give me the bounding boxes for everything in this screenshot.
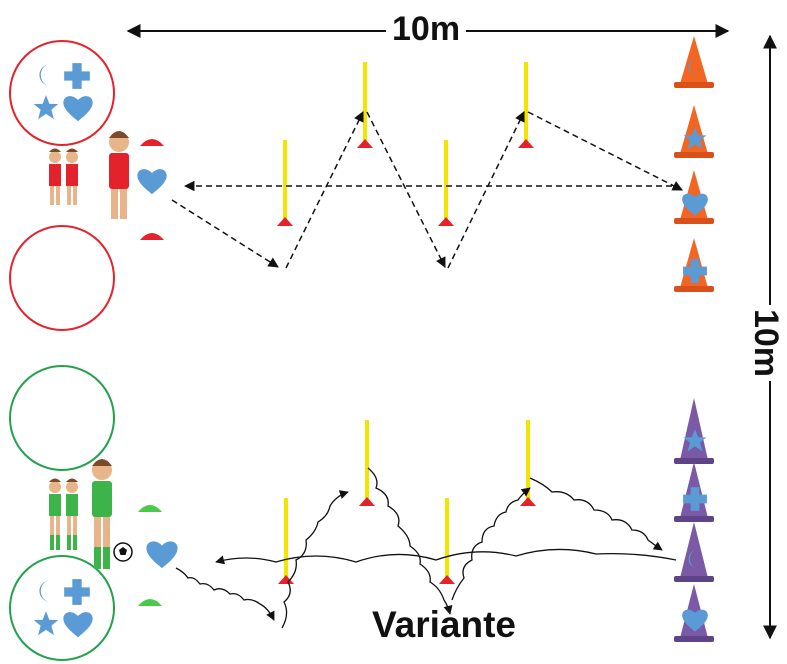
height-label: 10m [747,304,785,382]
cross-icon [64,579,90,605]
width-label: 10m [386,12,467,46]
orange-cone-cross [674,238,714,292]
star-icon [33,95,59,120]
slalom-pole [359,420,375,506]
orange-cone-heart [674,170,714,224]
bottom-drill [9,365,714,661]
purple-cone-cross [674,462,714,522]
cross-icon [64,63,90,89]
signal-heart-icon [137,169,167,195]
orange-cone-star [674,105,714,158]
moon-icon [39,580,51,602]
slalom-pole [518,62,534,148]
heart-icon [63,96,93,122]
purple-cone-star [674,398,714,464]
purple-cone-heart [674,584,714,642]
red-disc-cone [140,139,164,146]
green-circle-empty [9,365,115,471]
purple-cone-moon [674,522,714,582]
red-circle-symbols [9,40,115,146]
green-player-main [92,459,112,569]
green-disc-cone [138,599,162,606]
signal-heart-icon [146,541,178,569]
slalom-pole [357,62,373,148]
moon-icon [39,64,51,86]
run-path [171,111,683,269]
red-circle-empty [9,225,115,331]
green-circle-symbols [9,555,115,661]
red-player-small-2 [66,148,78,220]
green-disc-cone [138,505,162,512]
green-player-small-1 [49,478,61,550]
slalom-pole [439,498,455,584]
variant-label: Variante [372,604,516,645]
red-disc-cone [140,233,164,240]
dribble-path [175,467,677,629]
slalom-pole [277,140,293,226]
slalom-pole [278,498,294,584]
red-player-main [109,131,129,241]
orange-cone-moon [674,36,714,88]
slalom-pole [438,140,454,226]
green-player-small-2 [66,478,78,550]
top-drill [9,36,714,331]
red-player-small-1 [49,148,61,220]
heart-icon [63,612,93,638]
ball-icon [113,542,133,562]
slalom-pole [520,420,536,506]
star-icon [33,611,59,636]
